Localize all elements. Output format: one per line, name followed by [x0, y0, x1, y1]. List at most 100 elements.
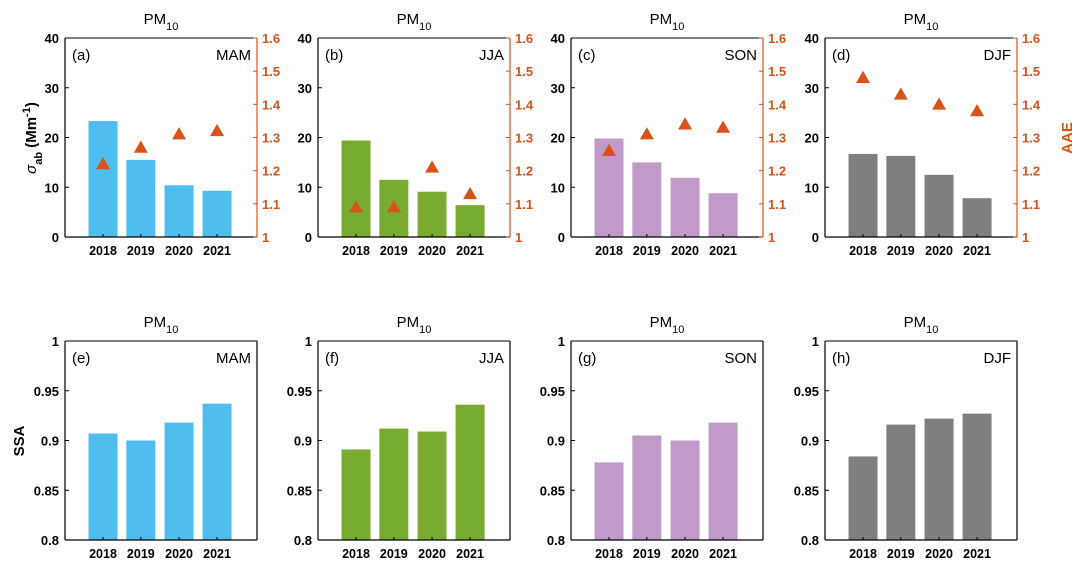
aae-marker: [716, 120, 731, 133]
y-tick-label: 0: [52, 230, 59, 245]
x-tick-label: 2019: [887, 244, 915, 258]
y2-tick-label: 1: [262, 230, 269, 245]
x-tick-label: 2020: [671, 547, 699, 561]
bar: [848, 456, 878, 540]
aae-marker: [893, 87, 908, 100]
bar: [962, 413, 992, 540]
y2-tick-label: 1.3: [1022, 131, 1040, 146]
aae-marker: [970, 103, 985, 117]
aae-marker: [678, 117, 693, 130]
panel-title-subscript: 10: [166, 324, 178, 336]
x-tick-label: 2019: [380, 547, 408, 561]
y-tick-label: 0.8: [41, 533, 59, 548]
x-tick-label: 2018: [89, 547, 117, 561]
bar: [417, 431, 447, 540]
panel-title: PM10: [650, 11, 685, 33]
bar: [164, 185, 194, 237]
x-tick-label: 2020: [418, 547, 446, 561]
aae-marker: [639, 127, 654, 140]
panel-title-subscript: 10: [419, 21, 431, 33]
bar: [341, 140, 371, 237]
y2-tick-label: 1.6: [1022, 31, 1040, 46]
y-tick-label: 10: [551, 180, 565, 195]
y-tick-label: 1: [305, 334, 312, 349]
panel-title-subscript: 10: [672, 324, 684, 336]
x-tick-label: 2021: [203, 547, 231, 561]
unit-close: ): [23, 102, 40, 107]
bar: [886, 155, 916, 237]
panel-c: 0 10 20 30 40 2018 2019 2020 2021 1 1.1 1.2 1.3 1.4 1.…: [551, 11, 787, 258]
bar: [455, 404, 485, 540]
sigma-subscript: ab: [33, 152, 45, 165]
x-tick-label: 2018: [342, 244, 370, 258]
panel-title-main: PM: [144, 11, 167, 28]
x-tick-label: 2021: [203, 244, 231, 258]
y2-tick-label: 1.5: [262, 64, 280, 79]
y-tick-label: 1: [52, 334, 59, 349]
y2-tick-label: 1.2: [1022, 164, 1040, 179]
panel-title: PM10: [904, 11, 939, 33]
aae-marker: [210, 123, 225, 137]
y-tick-label: 10: [805, 180, 819, 195]
y2-tick-label: 1: [768, 230, 775, 245]
bar: [341, 449, 371, 540]
y2-tick-label: 1.2: [262, 164, 280, 179]
y-tick-label: 0.85: [540, 483, 565, 498]
y-tick-label: 0.8: [801, 533, 819, 548]
aae-axis-label: AAE: [1059, 122, 1072, 154]
x-tick-label: 2018: [342, 547, 370, 561]
panel-title: PM10: [904, 314, 939, 336]
y-tick-label: 0: [812, 230, 819, 245]
y2-tick-label: 1.1: [768, 197, 786, 212]
panel-title-subscript: 10: [419, 324, 431, 336]
panel-b: 0 10 20 30 40 2018 2019 2020 2021 1 1.1 1.2 1.3 1.4 1.…: [298, 11, 534, 258]
x-tick-label: 2020: [925, 244, 953, 258]
bar: [455, 205, 485, 237]
panel-title-main: PM: [650, 314, 673, 331]
y-tick-label: 0.95: [794, 384, 819, 399]
x-tick-label: 2019: [127, 547, 155, 561]
panel-title-subscript: 10: [166, 21, 178, 33]
y-tick-label: 0.9: [547, 434, 565, 449]
bar: [202, 190, 232, 237]
x-tick-label: 2019: [633, 244, 661, 258]
season-label: MAM: [216, 47, 251, 64]
y2-tick-label: 1.4: [262, 97, 281, 112]
aae-marker: [133, 140, 148, 153]
bar: [962, 198, 992, 237]
panel-title-subscript: 10: [672, 21, 684, 33]
y2-tick-label: 1: [515, 230, 522, 245]
x-tick-label: 2021: [963, 547, 991, 561]
panel-title: PM10: [144, 314, 179, 336]
y2-tick-label: 1.6: [515, 31, 533, 46]
bar: [924, 174, 954, 237]
x-tick-label: 2019: [127, 244, 155, 258]
x-tick-label: 2021: [709, 244, 737, 258]
y2-tick-label: 1.4: [768, 97, 787, 112]
aae-marker: [425, 160, 440, 173]
season-label: SON: [724, 47, 757, 64]
panel-f: 0.8 0.85 0.9 0.95 1 2018 2019 2020 2021 PM10 (f) JJ…: [287, 314, 511, 561]
y2-tick-label: 1.5: [1022, 64, 1040, 79]
y-tick-label: 40: [298, 31, 312, 46]
y2-tick-label: 1.5: [768, 64, 786, 79]
panel-h: 0.8 0.85 0.9 0.95 1 2018 2019 2020 2021 PM10 (h) DJ…: [794, 314, 1018, 561]
panel-title-subscript: 10: [926, 324, 938, 336]
panel-letter: (a): [72, 47, 90, 64]
y2-tick-label: 1.5: [515, 64, 533, 79]
y-tick-label: 30: [298, 81, 312, 96]
y-tick-label: 0.95: [540, 384, 565, 399]
y-tick-label: 10: [298, 180, 312, 195]
y-tick-label: 0.95: [287, 384, 312, 399]
x-tick-label: 2021: [709, 547, 737, 561]
unit-superscript: -1: [21, 107, 33, 117]
panel-g: 0.8 0.85 0.9 0.95 1 2018 2019 2020 2021 PM10 (g) SO…: [540, 314, 764, 561]
bar: [924, 418, 954, 540]
panel-d: 0 10 20 30 40 2018 2019 2020 2021 1 1.1 1.2 1.3 1.4 1.…: [805, 11, 1041, 258]
y-tick-label: 1: [812, 334, 819, 349]
y-tick-label: 20: [805, 131, 819, 146]
y2-tick-label: 1.2: [515, 164, 533, 179]
y-tick-label: 0: [305, 230, 312, 245]
